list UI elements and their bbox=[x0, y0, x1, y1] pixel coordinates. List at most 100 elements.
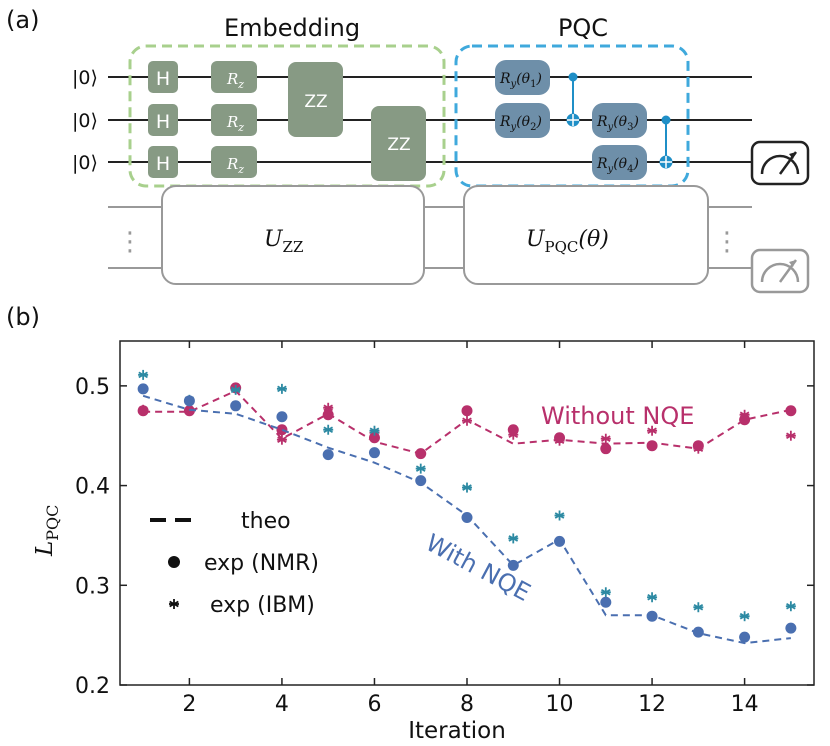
ry-label-2: Ry(θ2) bbox=[499, 114, 542, 133]
h-label-q3: H bbox=[156, 153, 170, 175]
h-gate-q1 bbox=[148, 61, 178, 93]
series bbox=[137, 369, 797, 645]
nmr-point bbox=[368, 432, 380, 444]
ry-label-3: Ry(θ3) bbox=[596, 114, 639, 133]
nmr-point bbox=[137, 383, 149, 395]
ibm-point bbox=[276, 383, 287, 394]
ibm-point bbox=[169, 599, 179, 609]
nmr-point bbox=[368, 447, 380, 459]
ellipsis-left: ⋮ bbox=[117, 227, 143, 257]
upqc-label: UPQC(θ) bbox=[526, 227, 609, 256]
nmr-point bbox=[785, 622, 797, 634]
h-label-q2: H bbox=[156, 111, 170, 133]
x-tick-label: 4 bbox=[275, 692, 289, 717]
x-tick-label: 6 bbox=[367, 692, 381, 717]
nmr-point bbox=[276, 424, 288, 436]
nmr-point bbox=[461, 405, 473, 417]
nmr-point bbox=[554, 432, 566, 444]
ibm-point bbox=[276, 434, 287, 445]
rz-gate-q1 bbox=[211, 61, 257, 93]
rz-gates: Rz Rz Rz bbox=[211, 61, 257, 178]
uzz-block bbox=[161, 185, 425, 285]
ry-gates: Ry(θ1) Ry(θ2) Ry(θ3) Ry(θ4) bbox=[495, 60, 647, 180]
circuit-panel: (a) Embedding PQC |0⟩ |0⟩ |0⟩ UZZ UPQC(θ… bbox=[6, 6, 810, 294]
ibm-point bbox=[508, 533, 519, 544]
ket-q1: |0⟩ bbox=[72, 67, 98, 89]
ibm-point bbox=[785, 430, 796, 441]
ry-gate-2 bbox=[495, 103, 550, 138]
nmr-point bbox=[692, 626, 704, 638]
zz-gate-q2q3 bbox=[371, 106, 426, 181]
loss-chart-panel: (b) 2 4 6 8 10 12 140.20.30.40.5IterationLPQC … bbox=[6, 303, 815, 744]
h-label-q1: H bbox=[156, 68, 170, 90]
nmr-point bbox=[183, 395, 195, 407]
panel-a-label: (a) bbox=[6, 6, 39, 34]
legend: theo exp (NMR) exp (IBM) bbox=[150, 509, 319, 618]
panel-b-label: (b) bbox=[6, 303, 40, 331]
h-gates: H H H bbox=[148, 61, 178, 178]
nmr-point bbox=[739, 631, 751, 643]
ibm-point bbox=[323, 424, 334, 435]
ibm-point bbox=[369, 425, 380, 436]
nmr-point bbox=[646, 610, 658, 622]
ibm-point bbox=[415, 463, 426, 474]
ry-gate-4 bbox=[592, 145, 647, 180]
y-axis-label: LPQC bbox=[32, 505, 62, 557]
meter-icon-ancilla bbox=[750, 248, 810, 294]
cnot-1-control bbox=[568, 72, 578, 82]
legend-nmr-label: exp (NMR) bbox=[204, 551, 319, 576]
nmr-point bbox=[137, 405, 149, 417]
y-tick-label: 0.4 bbox=[75, 475, 110, 500]
nmr-point bbox=[507, 424, 519, 436]
cnot-gates bbox=[566, 72, 673, 169]
x-tick-label: 10 bbox=[546, 692, 574, 717]
nmr-point bbox=[415, 475, 427, 487]
ibm-point bbox=[785, 601, 796, 612]
y-tick-label: 0.5 bbox=[75, 375, 110, 400]
ibm-point bbox=[693, 602, 704, 613]
upqc-block bbox=[463, 185, 709, 285]
y-tick-label: 0.3 bbox=[75, 574, 110, 599]
ibm-point bbox=[739, 611, 750, 622]
ibm-point bbox=[462, 482, 472, 493]
x-tick-label: 12 bbox=[638, 692, 666, 717]
nmr-point bbox=[600, 596, 612, 608]
uzz-label: UZZ bbox=[264, 227, 303, 256]
ibm-point bbox=[138, 369, 149, 380]
legend-theo-label: theo bbox=[241, 509, 291, 534]
pqc-title: PQC bbox=[558, 14, 608, 42]
nmr-point bbox=[322, 449, 334, 461]
rz-label-q2: Rz bbox=[226, 113, 244, 134]
y-tick-label: 0.2 bbox=[75, 674, 110, 699]
nmr-point bbox=[415, 448, 427, 460]
zz-label-2: ZZ bbox=[387, 135, 410, 155]
nmr-point bbox=[276, 411, 288, 423]
rz-label-q3: Rz bbox=[226, 155, 244, 176]
legend-ibm-label: exp (IBM) bbox=[210, 593, 315, 618]
embedding-title: Embedding bbox=[224, 14, 360, 42]
x-tick-label: 14 bbox=[731, 692, 759, 717]
ket-q3: |0⟩ bbox=[72, 152, 98, 174]
rz-gate-q3 bbox=[211, 146, 257, 178]
nmr-point bbox=[461, 511, 473, 523]
ibm-point bbox=[647, 425, 658, 436]
rz-gate-q2 bbox=[211, 104, 257, 136]
nmr-point bbox=[785, 405, 797, 417]
ibm-point bbox=[230, 384, 241, 395]
nmr-point bbox=[230, 400, 242, 412]
ibm-point bbox=[554, 510, 565, 521]
ry-label-1: Ry(θ1) bbox=[499, 71, 542, 90]
nmr-point bbox=[600, 443, 612, 455]
x-axis-label: Iteration bbox=[408, 718, 506, 744]
qubit-wires bbox=[108, 76, 752, 163]
axes: 2 4 6 8 10 12 14 0.2 0.3 0.4 0.5 Iteration LPQC bbox=[32, 341, 814, 744]
h-gate-q2 bbox=[148, 104, 178, 136]
nmr-point bbox=[739, 414, 751, 426]
nmr-point bbox=[692, 440, 704, 452]
ry-gate-1 bbox=[495, 60, 550, 95]
annotation-without-nqe: Without NQE bbox=[541, 402, 694, 430]
zz-gate-q1q2 bbox=[288, 62, 343, 137]
ibm-point bbox=[600, 587, 611, 598]
ibm-point bbox=[600, 433, 611, 444]
